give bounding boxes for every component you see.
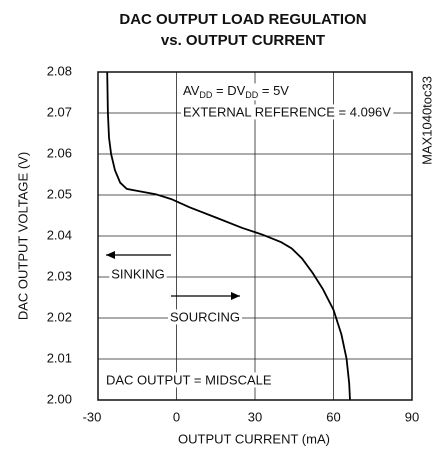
annotation: EXTERNAL REFERENCE = 4.096V [183,104,391,119]
x-tick-label: 60 [326,409,340,424]
arrow-head [231,292,240,300]
x-tick-label: 0 [173,409,180,424]
label-background [109,266,167,282]
y-tick-label: 2.02 [47,309,72,324]
label-background [181,104,394,120]
annotation: AVDD = DVDD = 5V [183,83,289,100]
x-tick-label: 30 [248,409,262,424]
arrow-head [106,251,115,259]
plot-frame [97,71,413,401]
label-background [104,372,274,388]
annotation-part: AV [183,83,200,98]
y-tick-label: 2.00 [47,391,72,406]
label-background [167,309,243,325]
chart-title: DAC OUTPUT LOAD REGULATION [119,11,366,28]
figure-code: MAX1040toc33 [419,76,434,165]
label-background [181,83,292,101]
annotation: DAC OUTPUT = MIDSCALE [106,372,272,387]
annotation-part: DD [245,90,258,100]
marks [106,71,351,401]
y-tick-label: 2.01 [47,350,72,365]
y-tick-label: 2.06 [47,145,72,160]
y-tick-label: 2.05 [47,186,72,201]
y-tick-label: 2.07 [47,104,72,119]
grid [97,71,413,401]
y-tick-label: 2.08 [47,63,72,78]
annotation-part: = DV [212,83,245,98]
chart-title: vs. OUTPUT CURRENT [161,32,325,49]
x-tick-label: -30 [83,409,102,424]
data-line [106,71,351,401]
x-tick-label: 90 [405,409,419,424]
annotation: SINKING [111,266,164,281]
annotation-part: = 5V [258,83,289,98]
y-axis-label: DAC OUTPUT VOLTAGE (V) [15,152,30,320]
annotation-part: DD [199,90,212,100]
y-tick-label: 2.03 [47,268,72,283]
annotation: SOURCING [170,309,240,324]
y-tick-label: 2.04 [47,227,72,242]
x-axis-label: OUTPUT CURRENT (mA) [178,431,330,446]
